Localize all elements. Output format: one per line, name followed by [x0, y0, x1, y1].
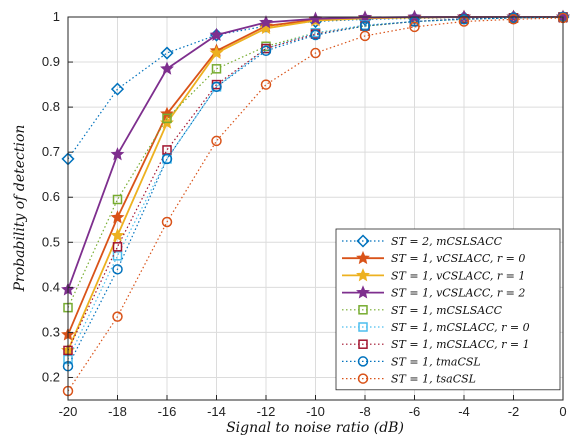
data-point — [110, 82, 125, 96]
data-point — [211, 64, 222, 74]
y-tick-label: 0.8 — [42, 99, 60, 114]
data-point — [260, 79, 272, 90]
legend-label: ST = 1, mCSLACC, r = 1 — [391, 338, 530, 351]
x-tick-label: -2 — [508, 404, 520, 419]
legend-marker — [358, 305, 368, 315]
data-point — [310, 47, 321, 59]
x-tick-label: -14 — [207, 404, 226, 419]
legend-item: ST = 1, mCSLACC, r = 0 — [342, 321, 530, 334]
x-tick-label: -8 — [359, 404, 371, 419]
x-tick-label: -20 — [59, 404, 78, 419]
x-tick-label: 0 — [559, 404, 566, 419]
data-point — [160, 61, 174, 75]
legend-item: ST = 1, tsaCSL — [342, 373, 476, 386]
data-point — [259, 15, 273, 29]
x-tick-label: -4 — [458, 404, 470, 419]
y-tick-label: 0.6 — [42, 189, 60, 204]
legend-box — [335, 228, 561, 391]
legend-marker — [356, 268, 370, 282]
legend-label: ST = 1, vCSLACC, r = 1 — [391, 269, 525, 282]
data-point — [359, 30, 371, 42]
y-tick-label: 1 — [53, 9, 60, 24]
legend-marker — [358, 322, 368, 332]
legend-item: ST = 1, vCSLACC, r = 1 — [342, 268, 525, 282]
legend-item: ST = 1, tmaCSL — [342, 355, 481, 368]
data-point — [112, 242, 123, 252]
data-point — [161, 216, 173, 228]
x-tick-label: -6 — [409, 404, 421, 419]
data-point — [110, 210, 125, 224]
legend-item: ST = 1, vCSLACC, r = 2 — [342, 285, 525, 300]
data-point — [112, 311, 123, 322]
legend-label: ST = 1, mCSLSACC — [391, 304, 503, 317]
legend-marker — [357, 356, 369, 367]
data-point — [310, 29, 321, 41]
data-point — [209, 27, 224, 41]
data-point — [209, 45, 224, 59]
x-tick-label: -16 — [158, 404, 177, 419]
data-point — [211, 81, 222, 93]
data-point — [409, 21, 420, 33]
legend-label: ST = 1, mCSLACC, r = 0 — [391, 321, 530, 334]
legend-label: ST = 1, tmaCSL — [391, 355, 481, 368]
x-tick-label: -10 — [306, 404, 325, 419]
x-tick-label: -18 — [108, 404, 127, 419]
data-point — [110, 147, 125, 161]
legend-item: ST = 1, vCSLACC, r = 0 — [342, 250, 525, 265]
legend-item: ST = 1, mCSLACC, r = 1 — [342, 338, 530, 351]
data-point — [112, 194, 123, 205]
data-point — [211, 135, 222, 147]
legend-marker — [356, 285, 370, 299]
y-tick-label: 0.2 — [42, 369, 60, 384]
data-point — [260, 45, 272, 57]
series-line — [67, 16, 564, 367]
data-point — [110, 228, 125, 242]
legend-marker — [358, 339, 368, 349]
data-point — [359, 20, 371, 32]
y-tick-label: 0.3 — [42, 324, 60, 339]
y-tick-label: 0.4 — [42, 279, 60, 294]
y-tick-label: 0.9 — [42, 54, 60, 69]
y-axis-label: Probability of detection — [12, 125, 28, 293]
data-point — [160, 46, 174, 60]
tick-labels: -20 -18 -16 -14 -12 -10 -8 -6 -4 -2 00.20.30.40.50… — [42, 9, 567, 419]
legend-marker — [357, 373, 369, 384]
legend-marker — [356, 250, 370, 265]
legend-item: ST = 1, mCSLSACC — [342, 304, 503, 317]
data-point — [259, 21, 273, 35]
data-point — [161, 153, 173, 165]
legend-item: ST = 2, mCSLSACC — [342, 234, 503, 248]
data-point — [162, 113, 172, 124]
legend-label: ST = 1, tsaCSL — [391, 373, 476, 386]
legend-label: ST = 1, vCSLACC, r = 2 — [391, 287, 525, 300]
x-tick-label: -12 — [257, 404, 276, 419]
legend-marker — [356, 234, 370, 248]
data-point — [508, 14, 519, 25]
y-tick-label: 0.5 — [42, 234, 60, 249]
legend-label: ST = 2, mCSLSACC — [391, 235, 503, 248]
y-tick-label: 0.7 — [42, 144, 60, 159]
legend: ST = 2, mCSLSACC ST = 1, vCSLACC, r = 0 ST… — [335, 228, 561, 391]
x-axis-label: Signal to noise ratio (dB) — [226, 420, 404, 436]
series-line — [67, 17, 564, 392]
data-point — [112, 264, 123, 275]
legend-label: ST = 1, vCSLACC, r = 0 — [391, 252, 525, 265]
